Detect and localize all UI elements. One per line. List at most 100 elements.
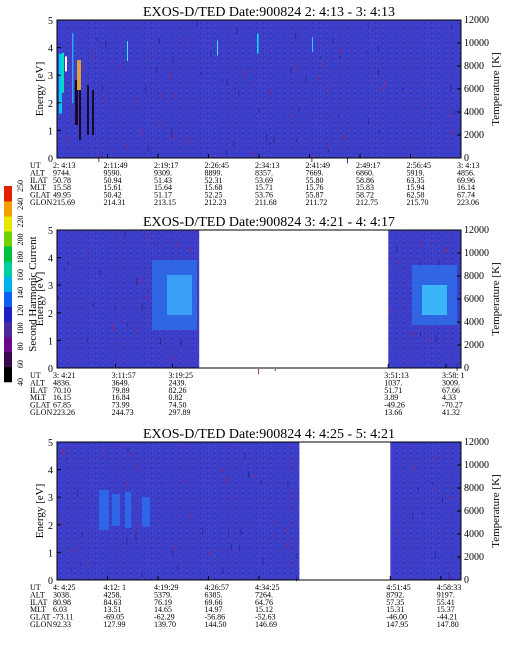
noise-pixel: [99, 269, 101, 277]
panel-title: EXOS-D/TED Date:900824 4: 4:25 - 5: 4:21: [143, 427, 395, 442]
ephemeris-value: -70.27: [442, 401, 463, 410]
panel-title: EXOS-D/TED Date:900824 3: 4:21 - 4: 4:17: [143, 215, 395, 230]
noise-pixel: [189, 246, 191, 253]
y-tick-label: 3: [48, 71, 53, 82]
noise-pixel: [436, 455, 438, 461]
noise-pixel: [254, 475, 256, 479]
noise-pixel: [423, 104, 425, 107]
ephemeris-value: 3:51:13: [384, 371, 408, 380]
noise-pixel: [429, 338, 431, 343]
y2-tick-label: 4000: [464, 107, 484, 118]
noise-pixel: [260, 479, 262, 486]
noise-pixel: [343, 134, 345, 141]
ephemeris-value: 58.86: [356, 176, 374, 185]
noise-pixel: [448, 572, 450, 580]
ephemeris-value: 3649.: [112, 378, 130, 387]
noise-pixel: [236, 27, 238, 35]
noise-pixel: [187, 138, 189, 146]
heatmap-features: [57, 230, 458, 375]
noise-pixel: [136, 278, 138, 286]
ephemeris-value: 51.17: [154, 191, 172, 200]
noise-pixel: [145, 85, 147, 93]
noise-pixel: [126, 483, 128, 487]
ephemeris-row-label: GLON: [30, 620, 52, 629]
spectrogram-panel-2: EXOS-D/TED Date:900824 3: 4:21 - 4: 4:17…: [30, 215, 502, 417]
noise-pixel: [112, 323, 113, 331]
intensity-streak: [59, 53, 62, 114]
noise-pixel: [295, 63, 297, 71]
noise-pixel: [305, 75, 307, 83]
noise-pixel: [273, 136, 275, 143]
noise-pixel: [222, 468, 224, 473]
ephemeris-row-label: UT: [30, 371, 41, 380]
colorbar-tick-label: 250: [16, 180, 25, 192]
noise-pixel: [247, 471, 249, 478]
noise-pixel: [171, 129, 173, 138]
noise-pixel: [184, 479, 186, 484]
noise-pixel: [147, 54, 149, 60]
noise-pixel: [169, 70, 171, 79]
noise-pixel: [238, 90, 240, 97]
noise-pixel: [330, 81, 332, 85]
colorbar-tick-label: 120: [16, 305, 25, 317]
noise-pixel: [444, 247, 446, 254]
noise-pixel: [396, 531, 398, 535]
noise-pixel: [182, 138, 184, 143]
ephemeris-value: 0.82: [169, 393, 183, 402]
noise-pixel: [153, 241, 155, 245]
y2-tick-label: 2000: [464, 552, 484, 563]
ephemeris-value: 53.76: [255, 191, 273, 200]
noise-pixel: [368, 118, 370, 125]
y-tick-label: 2: [48, 521, 53, 532]
y-axis-label: Energy [eV]: [34, 62, 46, 116]
ephemeris-value: 3.89: [384, 393, 398, 402]
y-tick-label: 5: [48, 226, 53, 237]
noise-pixel: [126, 537, 128, 545]
noise-pixel: [141, 128, 143, 136]
noise-pixel: [381, 86, 383, 92]
y2-tick-label: 6000: [464, 506, 484, 517]
ephemeris-value: 2439.: [169, 378, 187, 387]
noise-pixel: [208, 550, 210, 556]
noise-pixel: [96, 38, 98, 41]
noise-pixel: [292, 493, 294, 498]
y2-tick-label: 4000: [464, 317, 484, 328]
ephemeris-value: -44.21: [437, 613, 458, 622]
noise-pixel: [304, 116, 306, 119]
intensity-region: [422, 285, 447, 315]
noise-pixel: [244, 70, 246, 77]
ephemeris-row-label: ALT: [30, 378, 45, 387]
ephemeris-row-label: GLON: [30, 198, 52, 207]
noise-pixel: [161, 481, 163, 485]
intensity-region: [112, 494, 120, 526]
noise-pixel: [67, 136, 69, 141]
spectrogram-panel-1: EXOS-D/TED Date:900824 2: 4:13 - 3: 4:13…: [30, 5, 502, 207]
noise-pixel: [82, 65, 84, 71]
noise-pixel: [311, 155, 313, 163]
ephemeris-value: 2:49:17: [356, 161, 380, 170]
y-tick-label: 2: [48, 99, 53, 110]
noise-pixel: [240, 529, 242, 535]
ephemeris-value: 7669.: [306, 168, 324, 177]
noise-pixel: [435, 335, 437, 343]
noise-pixel: [105, 95, 106, 103]
noise-pixel: [171, 354, 173, 361]
noise-pixel: [378, 130, 380, 134]
ephemeris-value: 4: 4:25: [53, 583, 75, 592]
ephemeris-value: 3: 4:13: [457, 161, 479, 170]
noise-pixel: [442, 496, 443, 503]
ephemeris-value: 67.85: [53, 401, 71, 410]
noise-pixel: [180, 339, 182, 347]
ephemeris-value: 14.97: [205, 605, 223, 614]
colorbar-segment: [4, 321, 12, 338]
noise-pixel: [423, 84, 425, 87]
y2-tick-label: 12000: [464, 15, 489, 26]
colorbar-segment: [4, 246, 12, 262]
noise-pixel: [92, 53, 94, 59]
ephemeris-row-label: MLT: [30, 605, 46, 614]
noise-pixel: [65, 457, 67, 461]
y-tick-label: 5: [48, 16, 53, 27]
noise-pixel: [226, 79, 228, 87]
intensity-region: [167, 275, 192, 315]
ephemeris-value: 4:26:57: [205, 583, 229, 592]
